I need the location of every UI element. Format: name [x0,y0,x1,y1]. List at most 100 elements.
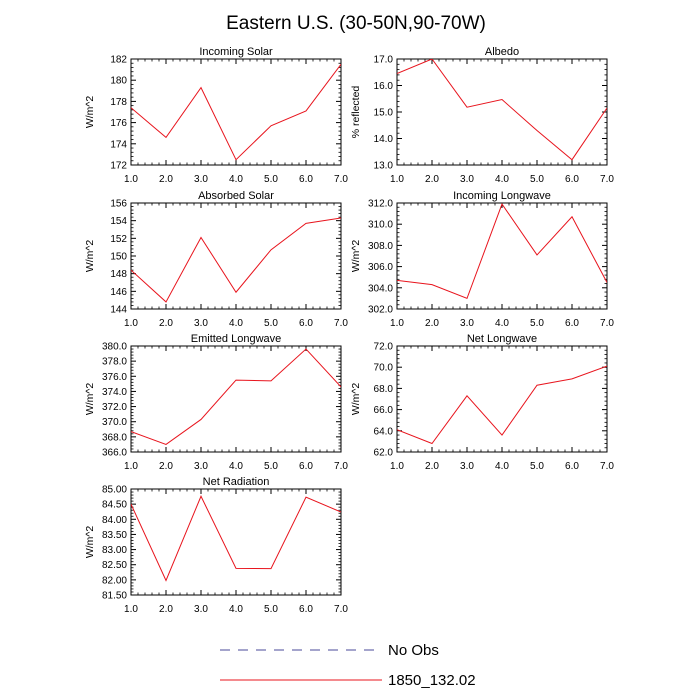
x-tick-label-absorbed-solar: 2.0 [159,318,173,329]
panel-title-net-longwave: Net Longwave [467,333,537,345]
y-axis-label-absorbed-solar: W/m^2 [84,240,96,273]
y-tick-label-net-radiation: 85.00 [102,485,127,496]
x-tick-label-incoming-longwave: 6.0 [565,318,579,329]
x-tick-label-absorbed-solar: 4.0 [229,318,243,329]
x-tick-label-net-longwave: 5.0 [530,461,544,472]
y-tick-label-albedo: 14.0 [374,134,394,145]
x-tick-label-incoming-solar: 3.0 [194,174,208,185]
plot-frame-incoming-longwave [396,202,608,310]
y-tick-label-net-radiation: 83.50 [102,530,127,541]
y-axis-label-incoming-longwave: W/m^2 [350,240,362,273]
panel-incoming-solar: Incoming Solar W/m^2 1.0 2.0 3.0 4.0 5.0 6.0 7.0… [84,46,348,185]
panel-title-incoming-solar: Incoming Solar [199,46,273,58]
y-tick-label-incoming-solar: 174 [110,139,127,150]
y-axis-label-incoming-solar: W/m^2 [84,96,96,129]
y-tick-label-incoming-longwave: 302.0 [368,305,393,316]
y-tick-label-absorbed-solar: 148 [110,269,127,280]
panel-net-radiation: Net Radiation W/m^2 1.0 2.0 3.0 4.0 5.0 6.0 7.0 8… [84,476,348,615]
panels: Incoming Solar W/m^2 1.0 2.0 3.0 4.0 5.0 6.0 7.0… [84,46,614,615]
y-tick-label-emitted-longwave: 380.0 [102,342,127,353]
legend: No Obs 1850_132.02 [220,642,476,689]
y-tick-label-incoming-solar: 182 [110,55,127,66]
x-tick-label-albedo: 4.0 [495,174,509,185]
y-tick-label-net-radiation: 82.50 [102,560,127,571]
x-tick-label-net-radiation: 5.0 [264,604,278,615]
panel-net-longwave: Net Longwave W/m^2 1.0 2.0 3.0 4.0 5.0 6.0 7.0 62… [350,333,614,472]
x-tick-label-net-longwave: 4.0 [495,461,509,472]
x-tick-label-net-radiation: 7.0 [334,604,348,615]
x-tick-label-albedo: 6.0 [565,174,579,185]
series-line-net-radiation [131,495,341,582]
y-axis-label-albedo: % reflected [350,86,362,139]
y-tick-label-incoming-solar: 178 [110,97,127,108]
y-tick-label-net-longwave: 66.0 [374,405,394,416]
y-axis-label-emitted-longwave: W/m^2 [84,383,96,416]
panel-title-emitted-longwave: Emitted Longwave [191,333,282,345]
x-tick-label-emitted-longwave: 2.0 [159,461,173,472]
y-tick-label-net-radiation: 83.00 [102,545,127,556]
x-tick-label-albedo: 2.0 [425,174,439,185]
y-tick-label-emitted-longwave: 374.0 [102,387,127,398]
series-line-absorbed-solar [131,217,341,303]
plot-frame-net-longwave [396,345,608,453]
x-tick-label-absorbed-solar: 3.0 [194,318,208,329]
y-tick-label-incoming-longwave: 312.0 [368,199,393,210]
x-tick-label-incoming-longwave: 1.0 [390,318,404,329]
x-tick-label-net-radiation: 6.0 [299,604,313,615]
y-tick-label-net-longwave: 64.0 [374,426,394,437]
y-tick-label-albedo: 15.0 [374,108,394,119]
panel-title-net-radiation: Net Radiation [203,476,270,488]
x-tick-label-incoming-solar: 4.0 [229,174,243,185]
x-tick-label-emitted-longwave: 6.0 [299,461,313,472]
x-tick-label-incoming-solar: 6.0 [299,174,313,185]
x-tick-label-albedo: 3.0 [460,174,474,185]
y-tick-label-absorbed-solar: 156 [110,199,127,210]
y-tick-label-absorbed-solar: 144 [110,305,127,316]
x-tick-label-emitted-longwave: 3.0 [194,461,208,472]
legend-label-1850: 1850_132.02 [388,672,476,689]
y-tick-label-incoming-longwave: 304.0 [368,283,393,294]
plot-frame-albedo [396,58,608,166]
y-tick-label-albedo: 17.0 [374,55,394,66]
x-tick-label-absorbed-solar: 1.0 [124,318,138,329]
x-tick-label-incoming-longwave: 4.0 [495,318,509,329]
x-tick-label-albedo: 1.0 [390,174,404,185]
y-tick-label-emitted-longwave: 372.0 [102,402,127,413]
x-tick-label-incoming-solar: 5.0 [264,174,278,185]
y-tick-label-absorbed-solar: 150 [110,252,127,263]
series-line-albedo [397,59,607,161]
legend-label-no-obs: No Obs [388,642,439,659]
y-tick-label-emitted-longwave: 376.0 [102,372,127,383]
y-tick-label-net-radiation: 84.00 [102,515,127,526]
y-tick-label-incoming-longwave: 306.0 [368,262,393,273]
x-tick-label-emitted-longwave: 7.0 [334,461,348,472]
x-tick-label-incoming-longwave: 7.0 [600,318,614,329]
panel-absorbed-solar: Absorbed Solar W/m^2 1.0 2.0 3.0 4.0 5.0 6.0 7.0… [84,190,348,329]
x-tick-label-net-radiation: 1.0 [124,604,138,615]
panel-emitted-longwave: Emitted Longwave W/m^2 1.0 2.0 3.0 4.0 5.0 6.0 7… [84,333,348,472]
x-tick-label-albedo: 7.0 [600,174,614,185]
y-tick-label-incoming-longwave: 310.0 [368,220,393,231]
x-tick-label-absorbed-solar: 5.0 [264,318,278,329]
plot-frame-incoming-solar [130,58,342,166]
y-tick-label-net-longwave: 72.0 [374,342,394,353]
y-axis-label-net-radiation: W/m^2 [84,526,96,559]
x-tick-label-emitted-longwave: 1.0 [124,461,138,472]
x-tick-label-emitted-longwave: 4.0 [229,461,243,472]
panel-title-incoming-longwave: Incoming Longwave [453,190,551,202]
panel-title-absorbed-solar: Absorbed Solar [198,190,274,202]
x-tick-label-net-longwave: 7.0 [600,461,614,472]
x-tick-label-net-longwave: 2.0 [425,461,439,472]
plot-frame-emitted-longwave [130,345,342,453]
y-tick-label-albedo: 13.0 [374,161,394,172]
panel-incoming-longwave: Incoming Longwave W/m^2 1.0 2.0 3.0 4.0 5.0 6.0… [350,190,614,329]
x-tick-label-net-longwave: 1.0 [390,461,404,472]
y-tick-label-net-longwave: 68.0 [374,384,394,395]
x-tick-label-incoming-longwave: 5.0 [530,318,544,329]
y-tick-label-emitted-longwave: 368.0 [102,432,127,443]
y-tick-label-emitted-longwave: 366.0 [102,448,127,459]
series-line-emitted-longwave [131,348,341,445]
y-tick-label-incoming-solar: 172 [110,161,127,172]
y-tick-label-incoming-solar: 176 [110,118,127,129]
